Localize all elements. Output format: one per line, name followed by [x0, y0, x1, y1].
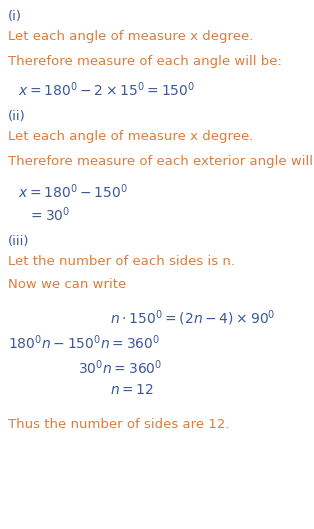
Text: $30^0 n = 360^0$: $30^0 n = 360^0$ [78, 358, 162, 377]
Text: Now we can write: Now we can write [8, 278, 126, 291]
Text: Let the number of each sides is n.: Let the number of each sides is n. [8, 255, 235, 268]
Text: $= 30^0$: $= 30^0$ [28, 205, 70, 224]
Text: $180^0 n - 150^0 n = 360^0$: $180^0 n - 150^0 n = 360^0$ [8, 333, 160, 352]
Text: (ii): (ii) [8, 110, 26, 123]
Text: Therefore measure of each angle will be:: Therefore measure of each angle will be: [8, 55, 282, 68]
Text: $n = 12$: $n = 12$ [110, 383, 154, 397]
Text: Let each angle of measure x degree.: Let each angle of measure x degree. [8, 130, 253, 143]
Text: Therefore measure of each exterior angle will be:: Therefore measure of each exterior angle… [8, 155, 314, 168]
Text: (i): (i) [8, 10, 22, 23]
Text: $x = 180^0 - 150^0$: $x = 180^0 - 150^0$ [18, 182, 128, 200]
Text: (iii): (iii) [8, 235, 30, 248]
Text: Let each angle of measure x degree.: Let each angle of measure x degree. [8, 30, 253, 43]
Text: $x = 180^0 - 2\times15^0 = 150^0$: $x = 180^0 - 2\times15^0 = 150^0$ [18, 80, 195, 98]
Text: $n \cdot 150^0 = (2n-4)\times 90^0$: $n \cdot 150^0 = (2n-4)\times 90^0$ [110, 308, 275, 327]
Text: Thus the number of sides are 12.: Thus the number of sides are 12. [8, 418, 230, 431]
